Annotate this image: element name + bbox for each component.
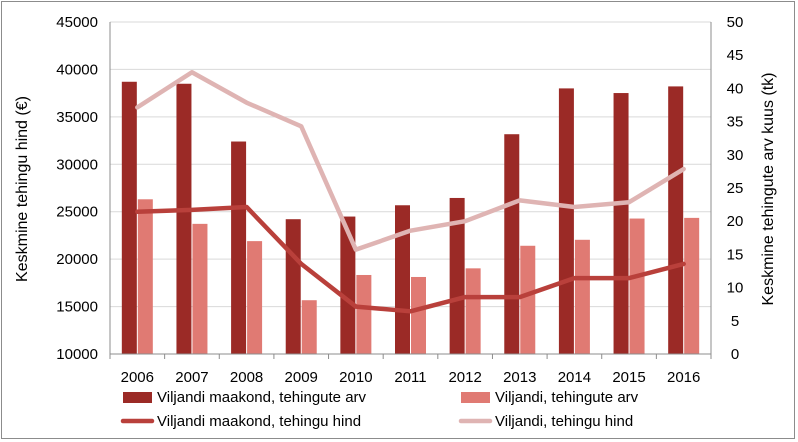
y-right-tick-label: 25 — [727, 180, 744, 197]
bar — [231, 141, 247, 354]
legend-label: Viljandi maakond, tehingute arv — [157, 389, 367, 406]
legend-swatch — [123, 392, 152, 403]
y-left-tick-label: 40000 — [56, 61, 98, 78]
y-right-tick-label: 45 — [727, 47, 744, 64]
bar — [356, 274, 372, 354]
axes: 10000 15000 20000 25000 30000 35000 40000 45000… — [56, 14, 743, 386]
y-left-tick-label: 45000 — [56, 14, 98, 31]
bar — [192, 223, 208, 354]
bar — [504, 134, 520, 354]
legend: Viljandi maakond, tehingute arv Viljandi,… — [120, 389, 639, 430]
x-tick-label: 2012 — [448, 369, 481, 386]
x-tick-label: 2009 — [285, 369, 318, 386]
y-left-axis-title: Keskmine tehingu hind (€) — [14, 96, 31, 282]
legend-label: Viljandi, tehingute arv — [495, 389, 639, 406]
bar — [301, 300, 317, 354]
bar — [137, 199, 153, 354]
bar — [558, 88, 574, 355]
x-tick-label: 2014 — [558, 369, 591, 386]
x-tick-label: 2006 — [121, 369, 154, 386]
y-right-tick-label: 35 — [727, 114, 744, 131]
x-tick-label: 2015 — [612, 369, 645, 386]
y-left-tick-label: 15000 — [56, 299, 98, 316]
bar — [684, 217, 700, 354]
y-right-tick-label: 10 — [727, 280, 744, 297]
gridlines — [110, 21, 711, 308]
y-left-tick-label: 30000 — [56, 156, 98, 173]
bar — [247, 241, 263, 354]
legend-swatch — [461, 392, 490, 403]
y-right-tick-label: 50 — [727, 14, 744, 31]
bar — [613, 93, 629, 354]
bar — [411, 276, 426, 354]
x-tick-label: 2007 — [175, 369, 208, 386]
y-right-tick-label: 15 — [727, 246, 744, 263]
line-series — [135, 70, 686, 314]
legend-label: Viljandi maakond, tehingu hind — [157, 413, 361, 430]
bar — [668, 86, 684, 355]
bar — [520, 245, 536, 354]
bar — [465, 268, 481, 354]
bar — [395, 205, 410, 354]
y-right-tick-label: 30 — [727, 147, 744, 164]
bar — [285, 219, 301, 354]
legend-label: Viljandi, tehingu hind — [495, 413, 633, 430]
y-left-tick-label: 35000 — [56, 109, 98, 126]
y-left-tick-label: 10000 — [56, 346, 98, 363]
bar — [449, 197, 465, 354]
x-tick-label: 2010 — [339, 369, 372, 386]
y-right-tick-label: 40 — [727, 80, 744, 97]
y-left-tick-label: 20000 — [56, 251, 98, 268]
bar — [574, 239, 590, 354]
y-right-tick-label: 5 — [731, 313, 739, 330]
bar — [340, 216, 356, 354]
series-line — [135, 70, 686, 252]
bar — [121, 81, 137, 354]
x-tick-label: 2011 — [394, 369, 426, 386]
y-left-tick-label: 25000 — [56, 204, 98, 221]
y-right-axis-title: Keskmine tehingute arv kuus (tk) — [760, 73, 777, 306]
y-right-tick-label: 0 — [731, 346, 739, 363]
bar — [629, 218, 645, 354]
x-tick-label: 2016 — [667, 369, 700, 386]
x-tick-label: 2013 — [503, 369, 536, 386]
y-right-tick-label: 20 — [727, 213, 744, 230]
bar — [176, 83, 192, 354]
series-line — [135, 204, 686, 314]
x-tick-label: 2008 — [230, 369, 263, 386]
